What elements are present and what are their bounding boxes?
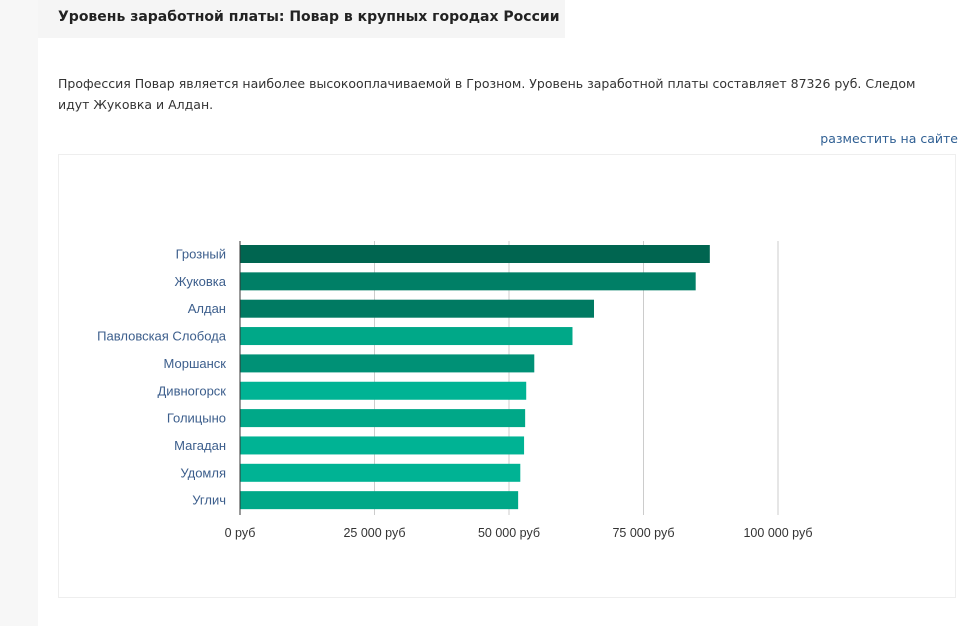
title-tab: Уровень заработной платы: Повар в крупны… — [38, 0, 565, 38]
tick-label: 75 000 руб — [612, 526, 674, 540]
bar[interactable] — [240, 354, 535, 373]
bar[interactable] — [240, 272, 696, 291]
category-label: Моршанск — [164, 356, 227, 371]
bar[interactable] — [240, 327, 573, 346]
category-label: Голицыно — [167, 411, 226, 426]
embed-on-site-link[interactable]: разместить на сайте — [820, 131, 958, 146]
description-text: Профессия Повар является наиболее высоко… — [58, 76, 916, 112]
bar[interactable] — [240, 409, 526, 428]
bar[interactable] — [240, 436, 525, 455]
salary-bar-chart: Грозный Жуковка Алдан Павловская Слобода Мор… — [97, 241, 813, 540]
category-label: Дивногорск — [158, 383, 227, 398]
left-gutter — [0, 0, 38, 626]
tick-label: 0 руб — [225, 526, 256, 540]
category-label: Павловская Слобода — [97, 329, 227, 344]
bar[interactable] — [240, 299, 595, 318]
bar[interactable] — [240, 463, 521, 482]
chart-container: Грозный Жуковка Алдан Павловская Слобода Мор… — [58, 154, 956, 598]
bar[interactable] — [240, 491, 519, 510]
category-label: Грозный — [176, 247, 226, 262]
category-label: Углич — [192, 493, 226, 508]
tick-label: 25 000 руб — [343, 526, 405, 540]
category-label: Алдан — [188, 301, 226, 316]
page-title: Уровень заработной платы: Повар в крупны… — [58, 9, 560, 25]
category-label: Магадан — [174, 438, 226, 453]
tick-label: 50 000 руб — [478, 526, 540, 540]
tick-label: 100 000 руб — [743, 526, 812, 540]
category-label: Жуковка — [174, 274, 226, 289]
category-label: Удомля — [180, 465, 226, 480]
bar[interactable] — [240, 381, 527, 400]
bar[interactable] — [240, 245, 710, 263]
